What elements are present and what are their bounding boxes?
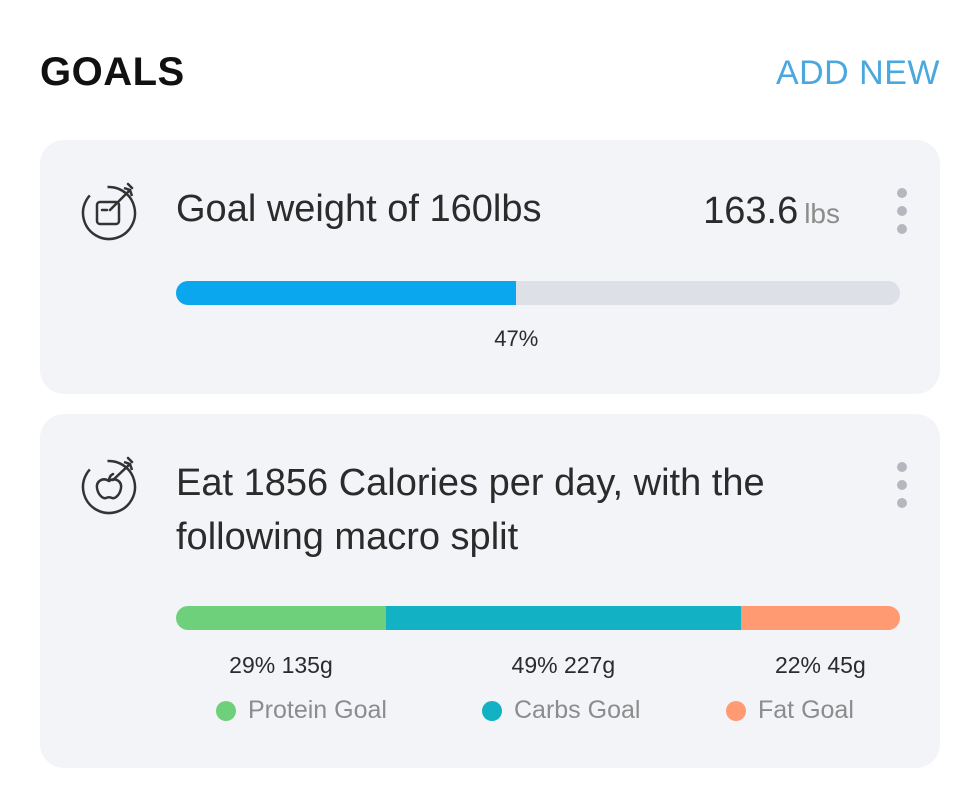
calorie-goal-text: Eat 1856 Calories per day, with the foll… (176, 462, 765, 558)
calorie-goal-card[interactable]: Eat 1856 Calories per day, with the foll… (40, 414, 940, 768)
current-weight-value: 163.6 (703, 190, 799, 232)
calorie-goal-more-icon[interactable] (896, 462, 908, 514)
current-weight: 163.6 lbs (703, 190, 840, 233)
carbs-legend-label: Carbs Goal (514, 696, 641, 724)
add-new-button[interactable]: ADD NEW (775, 54, 940, 92)
fat-legend-label: Fat Goal (758, 696, 854, 724)
legend-fat: Fat Goal (726, 696, 854, 725)
protein-value: 29% 135g (229, 652, 333, 678)
protein-segment (176, 606, 386, 630)
carbs-segment (385, 606, 741, 630)
fat-segment (740, 606, 900, 630)
fat-dot (726, 700, 746, 721)
legend-carbs: Carbs Goal (482, 696, 640, 725)
weight-progress-label: 47% (494, 326, 539, 351)
legend-protein: Protein Goal (216, 696, 387, 725)
protein-dot (216, 700, 236, 721)
carbs-dot (482, 700, 502, 721)
current-weight-unit: lbs (804, 198, 840, 229)
weight-goal-more-icon[interactable] (896, 188, 908, 240)
fat-value: 22% 45g (774, 652, 866, 678)
carbs-value: 49% 227g (511, 652, 616, 678)
macro-split-bar (176, 606, 900, 630)
weight-goal-card[interactable]: Goal weight of 160lbs 163.6 lbs 47% (40, 140, 940, 394)
weight-goal-text: Goal weight of 160lbs (176, 188, 542, 230)
page-title: GOALS (40, 50, 185, 94)
goals-header: GOALS ADD NEW (40, 50, 940, 100)
weight-progress-track (176, 281, 900, 305)
weight-progress-fill (176, 281, 517, 305)
target-scale-icon (81, 182, 137, 241)
target-apple-icon (81, 456, 137, 515)
protein-legend-label: Protein Goal (248, 696, 387, 724)
